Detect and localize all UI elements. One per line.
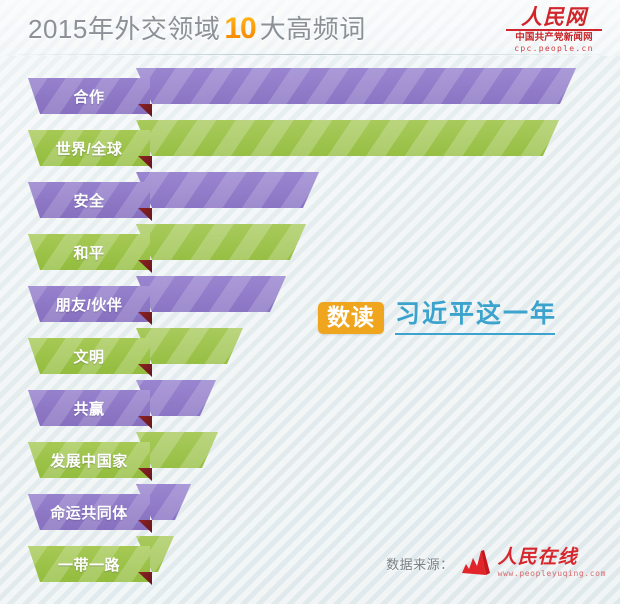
source-brand-wrap[interactable]: 人民在线 www.peopleyuqing.com — [498, 548, 606, 578]
peoples-daily-logo[interactable]: 人民网 中国共产党新闻网 cpc.people.cn — [502, 6, 606, 53]
ribbon-label-tab[interactable]: 一带一路 — [28, 546, 150, 582]
ribbon-bar — [136, 68, 576, 104]
ribbon-label-text: 文明 — [73, 348, 105, 366]
headline-block: 数读 习近平这一年 — [318, 299, 558, 337]
logo-divider — [506, 29, 602, 31]
ribbon-label-text: 和平 — [73, 244, 105, 262]
headline-badge: 数读 — [318, 302, 384, 335]
logo-url-text: cpc.people.cn — [514, 43, 594, 53]
ribbon-bar — [136, 224, 306, 260]
ribbon-label-tab[interactable]: 命运共同体 — [28, 494, 150, 530]
ribbon-bar — [136, 328, 243, 364]
page-title: 2015年外交领域 10 大高频词 — [28, 9, 366, 46]
ribbon-label-text: 共赢 — [73, 400, 105, 418]
headline-text: 习近平这一年 — [395, 299, 558, 328]
ribbon-label-text: 朋友/伙伴 — [55, 296, 123, 314]
logo-brand-text: 人民网 — [521, 4, 587, 29]
ribbon-label-text: 合作 — [73, 88, 105, 106]
ribbon-label-text: 命运共同体 — [50, 504, 128, 522]
ribbon-label-tab[interactable]: 世界/全球 — [28, 130, 150, 166]
ribbon-label-tab[interactable]: 朋友/伙伴 — [28, 286, 150, 322]
data-source-label: 数据来源： — [386, 556, 454, 572]
data-source-block: 数据来源： 人民在线 www.peopleyuqing.com — [386, 548, 606, 578]
ribbon-label-text: 一带一路 — [57, 556, 120, 574]
ribbon-label-tab[interactable]: 发展中国家 — [28, 442, 150, 478]
headline-underline — [395, 332, 555, 335]
header-bar: 2015年外交领域 10 大高频词 人民网 中国共产党新闻网 cpc.peopl… — [0, 0, 620, 56]
ribbon-label-text: 发展中国家 — [50, 452, 128, 470]
header-divider — [18, 54, 602, 55]
ribbon-label-text: 安全 — [73, 192, 105, 210]
logo-subtitle-text: 中国共产党新闻网 — [515, 32, 593, 43]
page-title-prefix: 2015年外交领域 — [28, 14, 221, 44]
ribbon-label-text: 世界/全球 — [55, 140, 123, 158]
source-brand-text: 人民在线 — [497, 546, 578, 568]
ribbon-bar — [136, 120, 559, 156]
page-title-number: 10 — [220, 12, 259, 46]
ribbon-bar — [136, 276, 286, 312]
peopleyuqing-mark-icon — [461, 550, 490, 575]
ribbon-label-tab[interactable]: 文明 — [28, 338, 150, 374]
headline-text-wrap: 习近平这一年 — [395, 299, 558, 337]
ribbon-label-tab[interactable]: 合作 — [28, 78, 150, 114]
ribbon-label-tab[interactable]: 和平 — [28, 234, 150, 270]
ribbon-bar — [136, 172, 319, 208]
ribbon-label-tab[interactable]: 共赢 — [28, 390, 150, 426]
ribbon-label-tab[interactable]: 安全 — [28, 182, 150, 218]
page-title-suffix: 大高频词 — [259, 14, 366, 44]
source-url-text: www.peopleyuqing.com — [497, 569, 606, 578]
